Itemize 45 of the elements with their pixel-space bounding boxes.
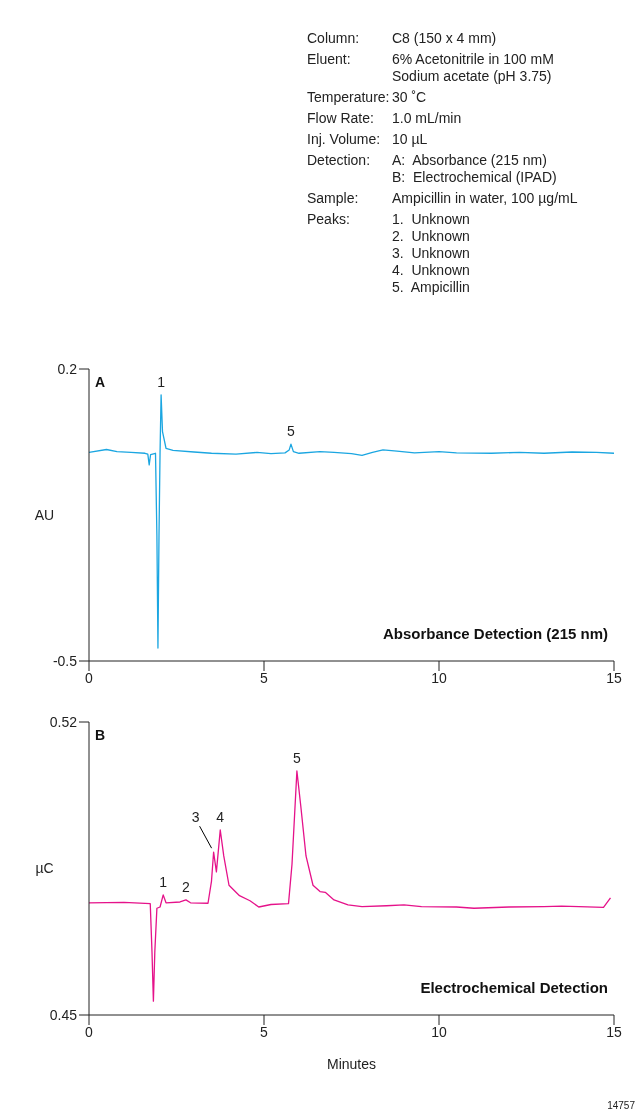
text: Inj. Volume: (307, 131, 382, 148)
y-axis-title: AU (34, 506, 55, 523)
text: Electrochemical Detection (420, 979, 608, 996)
text: Absorbance Detection (215 nm) (382, 625, 608, 642)
y-tick-label: 0.2 (57, 360, 78, 377)
annotation: A (95, 374, 106, 390)
y-tick-label: -0.5 (52, 652, 78, 669)
x-axis-title: Minutes (326, 1056, 377, 1072)
text: Detection: (307, 152, 372, 170)
x-tick-label: 15 (606, 669, 622, 686)
annotation: 5 (287, 423, 296, 440)
x-tick-label: 0 (85, 1023, 94, 1040)
text: 6% Acetonitrile in 100 mM Sodium acetate (pH 3.75) (392, 51, 554, 85)
x-tick-label: 10 (431, 1023, 447, 1040)
text: A: Absorbance (215 nm) B: Electrochemical (IPAD) (392, 152, 557, 186)
text: 1. Unknown 2. Unknown 3. Unknown 4. Unknown 5. Ampicillin (392, 211, 470, 296)
annotation: 1 (157, 373, 166, 390)
y-tick-label: 0.45 (49, 1006, 78, 1023)
annotation: 2 (182, 878, 191, 895)
text: C8 (150 x 4 mm) (392, 30, 497, 47)
x-tick-label: 5 (260, 669, 269, 686)
text: 1.0 mL/min (392, 110, 462, 127)
text: Sample: (307, 190, 360, 207)
x-tick-label: 10 (431, 669, 447, 686)
line-series (89, 770, 612, 1002)
x-tick-label: 0 (85, 669, 94, 686)
text: 10 µL (392, 131, 428, 148)
annotation: 4 (216, 808, 225, 825)
text: Ampicillin in water, 100 µg/mL (392, 190, 578, 207)
annotation: 1 (159, 873, 168, 890)
annotation: B (95, 727, 106, 743)
text: Flow Rate: (307, 110, 375, 127)
text: Column: (307, 30, 361, 47)
text: Peaks: (307, 211, 351, 229)
line-series (89, 394, 614, 649)
y-tick-label: 0.52 (49, 713, 78, 730)
x-tick-label: 15 (606, 1023, 622, 1040)
x-tick-label: 5 (260, 1023, 269, 1040)
text: Temperature: (307, 89, 391, 106)
text: 30 ˚C (392, 89, 427, 106)
text: Eluent: (307, 51, 352, 69)
text: 14757 (607, 1100, 635, 1111)
annotation: 3 (191, 809, 200, 826)
annotation: 5 (293, 749, 301, 766)
y-axis-title: µC (35, 860, 54, 877)
